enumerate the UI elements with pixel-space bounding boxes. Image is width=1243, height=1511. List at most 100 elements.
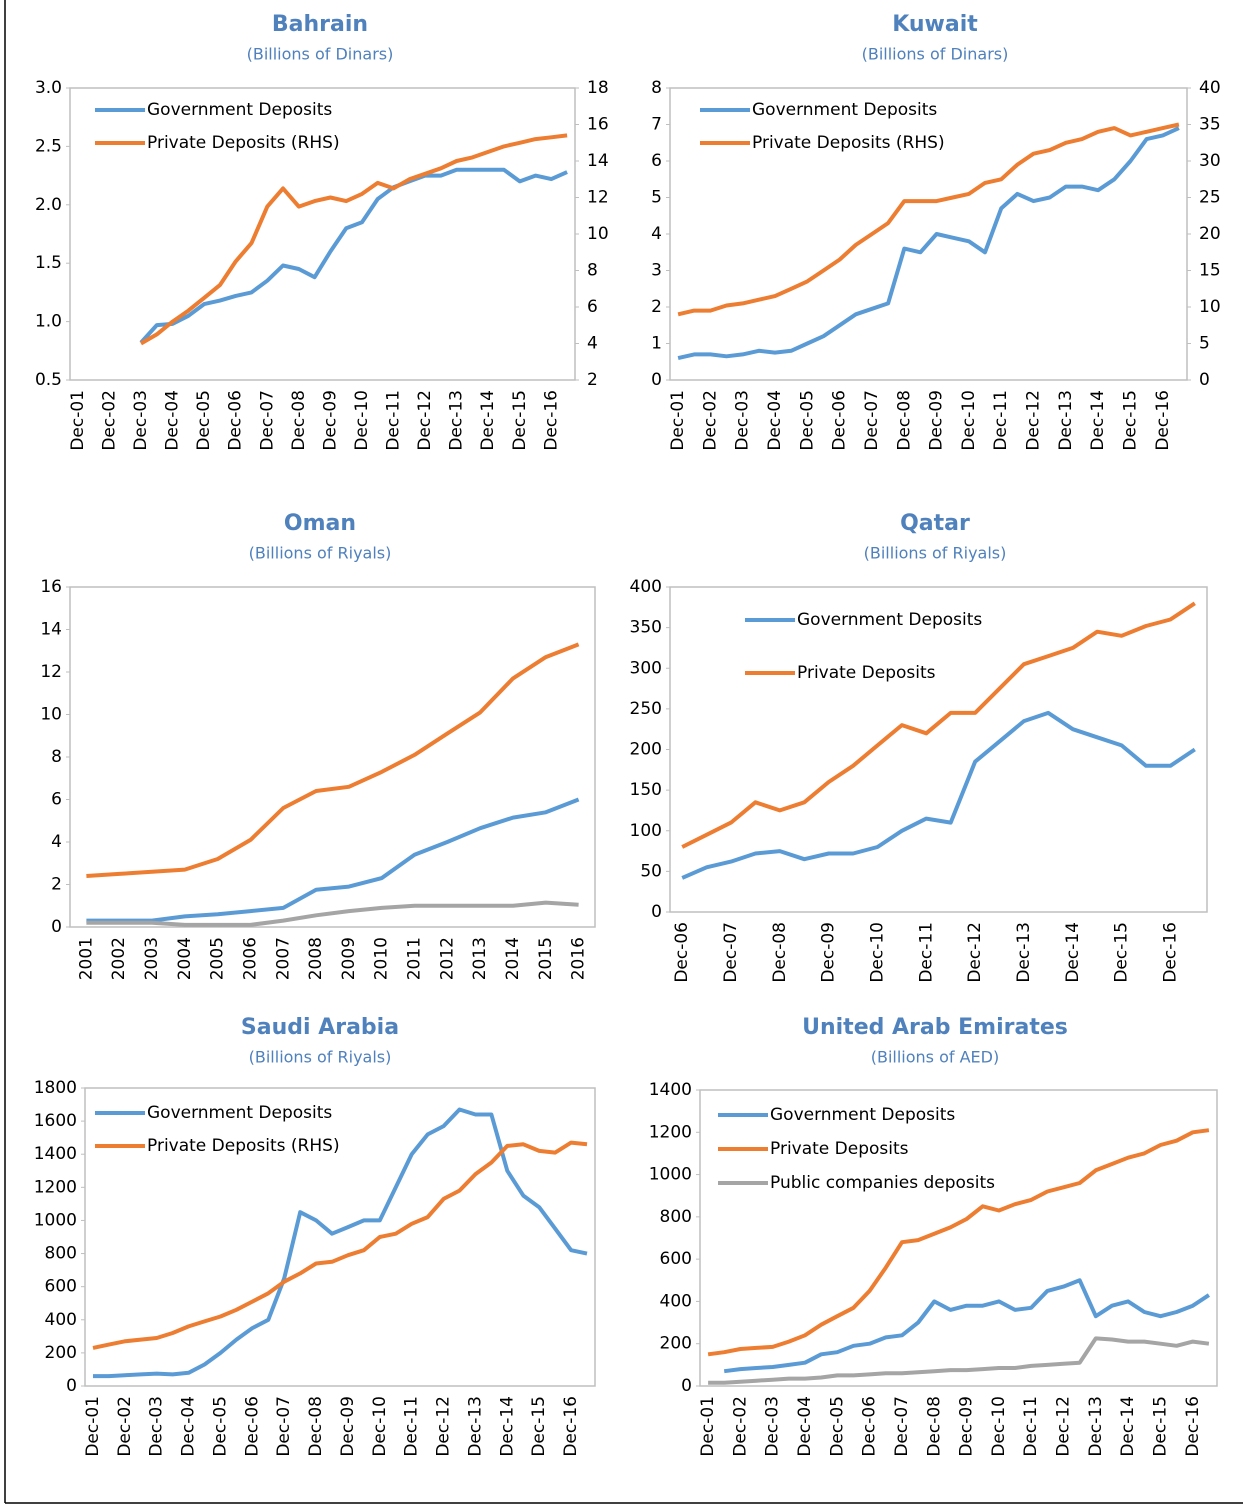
y2-tick-label: 20 xyxy=(1199,224,1221,244)
x-tick-label: Dec-01 xyxy=(83,1396,103,1457)
y2-tick-label: 6 xyxy=(587,297,598,317)
x-tick-label: Dec-14 xyxy=(478,390,498,451)
y-tick-label: 3.0 xyxy=(35,78,62,98)
x-tick-label: Dec-15 xyxy=(1150,1396,1170,1457)
y-tick-label: 400 xyxy=(45,1310,77,1330)
chart-subtitle: (Billions of AED) xyxy=(871,1048,999,1067)
x-tick-label: Dec-05 xyxy=(194,390,214,451)
y-tick-label: 250 xyxy=(630,699,662,719)
x-tick-label: Dec-11 xyxy=(991,390,1011,451)
x-tick-label: Dec-08 xyxy=(289,390,309,451)
y-tick-label: 5 xyxy=(651,188,662,208)
x-tick-label: 2012 xyxy=(437,937,457,980)
series-line xyxy=(86,900,579,927)
y-tick-label: 1400 xyxy=(649,1080,692,1100)
series-line xyxy=(723,1278,1210,1374)
y-tick-label: 6 xyxy=(51,790,62,810)
x-tick-label: Dec-13 xyxy=(447,390,467,451)
legend-label: Government Deposits xyxy=(752,100,937,120)
x-tick-label: Dec-12 xyxy=(434,1396,454,1457)
x-tick-label: 2005 xyxy=(208,937,228,980)
x-tick-label: Dec-15 xyxy=(1112,922,1132,983)
y-tick-label: 8 xyxy=(51,747,62,767)
legend-label: Private Deposits (RHS) xyxy=(147,133,340,153)
y-tick-label: 1 xyxy=(651,334,662,354)
y2-tick-label: 25 xyxy=(1199,188,1221,208)
y-tick-label: 16 xyxy=(40,577,62,597)
y2-tick-label: 5 xyxy=(1199,334,1210,354)
chart-subtitle: (Billions of Riyals) xyxy=(249,1048,392,1067)
x-tick-label: Dec-13 xyxy=(1086,1396,1106,1457)
y2-tick-label: 0 xyxy=(1199,370,1210,390)
series-line xyxy=(86,642,580,878)
y-tick-label: 1.5 xyxy=(35,253,62,273)
y-tick-label: 800 xyxy=(45,1244,77,1264)
chart-title: United Arab Emirates xyxy=(802,1015,1068,1040)
y2-tick-label: 10 xyxy=(1199,297,1221,317)
x-tick-label: Dec-09 xyxy=(957,1396,977,1457)
x-tick-label: Dec-10 xyxy=(867,922,887,983)
y-tick-label: 4 xyxy=(51,832,62,852)
series-line xyxy=(677,122,1180,317)
y-tick-label: 150 xyxy=(630,780,662,800)
chart-subtitle: (Billions of Dinars) xyxy=(862,45,1009,64)
x-tick-label: Dec-09 xyxy=(320,390,340,451)
legend-label: Government Deposits xyxy=(147,100,332,120)
series-line xyxy=(708,1336,1210,1385)
x-tick-label: Dec-08 xyxy=(306,1396,326,1457)
legend-label: Private Deposits (RHS) xyxy=(147,1136,340,1156)
y-tick-label: 4 xyxy=(651,224,662,244)
y-tick-label: 100 xyxy=(630,821,662,841)
x-tick-label: Dec-12 xyxy=(1054,1396,1074,1457)
x-tick-label: Dec-04 xyxy=(765,390,785,451)
x-tick-label: Dec-04 xyxy=(795,1396,815,1457)
x-tick-label: Dec-03 xyxy=(763,1396,783,1457)
y2-tick-label: 10 xyxy=(587,224,609,244)
x-tick-label: Dec-04 xyxy=(179,1396,199,1457)
x-tick-label: 2014 xyxy=(503,937,523,980)
y-tick-label: 1200 xyxy=(649,1122,692,1142)
y-tick-label: 1600 xyxy=(34,1111,77,1131)
y-tick-label: 2.5 xyxy=(35,136,62,156)
y-tick-label: 1200 xyxy=(34,1177,77,1197)
legend-label: Private Deposits (RHS) xyxy=(752,133,945,153)
x-tick-label: 2008 xyxy=(306,937,326,980)
plot-area xyxy=(699,1089,1218,1387)
x-tick-label: Dec-01 xyxy=(668,390,688,451)
y-tick-label: 400 xyxy=(660,1291,692,1311)
x-tick-label: Dec-06 xyxy=(830,390,850,451)
x-tick-label: 2007 xyxy=(273,937,293,980)
y-tick-label: 1000 xyxy=(649,1165,692,1185)
x-tick-label: Dec-11 xyxy=(916,922,936,983)
legend-label: Private Deposits xyxy=(770,1139,909,1159)
y-tick-label: 600 xyxy=(45,1277,77,1297)
y-tick-label: 0 xyxy=(51,917,62,937)
x-tick-label: Dec-12 xyxy=(965,922,985,983)
x-tick-label: Dec-14 xyxy=(1118,1396,1138,1457)
x-tick-label: Dec-16 xyxy=(1183,1396,1203,1457)
x-tick-label: 2016 xyxy=(569,937,589,980)
chart-title: Bahrain xyxy=(272,12,368,37)
x-tick-label: 2009 xyxy=(339,937,359,980)
x-tick-label: 2001 xyxy=(76,937,96,980)
x-tick-label: Dec-14 xyxy=(497,1396,517,1457)
x-tick-label: Dec-09 xyxy=(819,922,839,983)
x-tick-label: 2010 xyxy=(372,937,392,980)
y2-tick-label: 18 xyxy=(587,78,609,98)
x-tick-label: Dec-10 xyxy=(989,1396,1009,1457)
series-line xyxy=(707,1128,1210,1357)
x-tick-label: Dec-01 xyxy=(68,390,88,451)
x-tick-label: Dec-08 xyxy=(770,922,790,983)
x-tick-label: Dec-09 xyxy=(927,390,947,451)
x-tick-label: Dec-12 xyxy=(415,390,435,451)
chart-title: Oman xyxy=(284,511,356,536)
y-tick-label: 0 xyxy=(66,1376,77,1396)
x-tick-label: Dec-16 xyxy=(1153,390,1173,451)
chart-title: Qatar xyxy=(900,511,970,536)
x-tick-label: Dec-02 xyxy=(99,390,119,451)
y2-tick-label: 30 xyxy=(1199,151,1221,171)
y-tick-label: 14 xyxy=(40,620,62,640)
x-tick-label: Dec-15 xyxy=(529,1396,549,1457)
y-tick-label: 6 xyxy=(651,151,662,171)
x-tick-label: 2002 xyxy=(109,937,129,980)
